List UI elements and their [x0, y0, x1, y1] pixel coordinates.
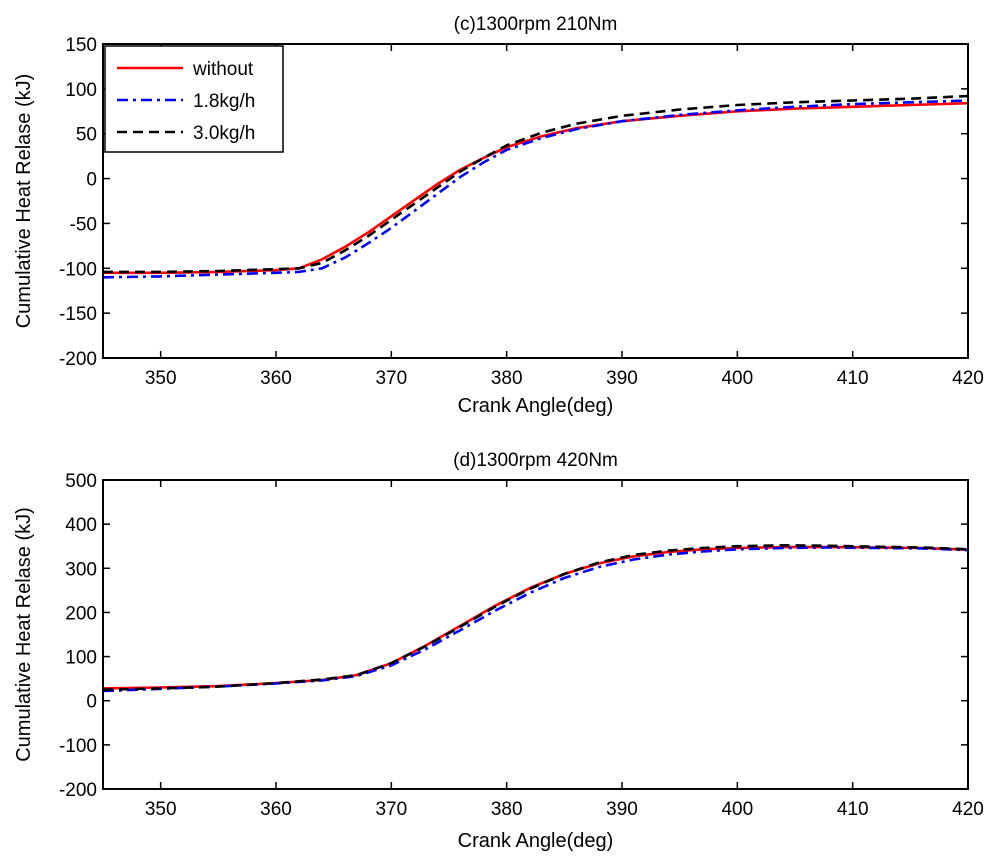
x-tick-label: 370: [375, 368, 407, 389]
series-line-0-0: [103, 101, 968, 275]
x-tick-label: 400: [721, 799, 753, 820]
chart-panel-0: 350 360 370 380 390 400 410 420 -200 -150 -100 -50 0…: [13, 14, 984, 417]
x-tick-label: 420: [952, 368, 984, 389]
chart-title: (d)1300rpm 420Nm: [453, 450, 618, 471]
series-line-1-2: [103, 544, 968, 691]
plot-frame: [102, 479, 969, 790]
y-tick-label: 100: [65, 648, 97, 669]
x-axis-label: Crank Angle(deg): [458, 395, 614, 417]
y-tick-label: 100: [65, 80, 97, 101]
legend-label-1: 1.8kg/h: [193, 91, 255, 112]
y-tick-label: 500: [65, 471, 97, 492]
x-tick-label: 360: [260, 799, 292, 820]
x-tick-label: 400: [721, 368, 753, 389]
y-tick-label: 200: [65, 603, 97, 624]
x-tick-label: 350: [145, 368, 177, 389]
y-axis-label: Cumulative Heat Relase (kJ): [13, 74, 35, 329]
y-tick-label: -150: [59, 304, 97, 325]
y-tick-label: 0: [86, 170, 97, 191]
chart-title: (c)1300rpm 210Nm: [454, 14, 618, 35]
plot-frame: [102, 43, 969, 359]
series-line-0-1: [103, 99, 968, 279]
legend-label-0: without: [192, 59, 254, 80]
y-tick-label: 150: [65, 35, 97, 56]
y-tick-label: -50: [70, 214, 97, 235]
legend: without 1.8kg/h 3.0kg/h: [104, 45, 284, 153]
y-tick-label: -200: [59, 780, 97, 801]
series-line-0-2: [103, 94, 968, 274]
x-tick-label: 420: [952, 799, 984, 820]
y-tick-label: -100: [59, 736, 97, 757]
x-axis-label: Crank Angle(deg): [458, 830, 614, 852]
x-tick-label: 380: [491, 368, 523, 389]
x-tick-label: 390: [606, 799, 638, 820]
plot-area: [103, 480, 968, 789]
y-tick-label: -200: [59, 349, 97, 370]
x-tick-label: 410: [837, 799, 869, 820]
x-tick-label: 350: [145, 799, 177, 820]
x-tick-label: 370: [375, 799, 407, 820]
x-tick-label: 410: [837, 368, 869, 389]
y-tick-label: 400: [65, 515, 97, 536]
legend-label-2: 3.0kg/h: [193, 123, 255, 144]
y-tick-label: 50: [76, 125, 97, 146]
y-tick-label: 300: [65, 559, 97, 580]
y-tick-label: 0: [86, 692, 97, 713]
x-tick-label: 390: [606, 368, 638, 389]
x-tick-label: 380: [491, 799, 523, 820]
x-tick-label: 360: [260, 368, 292, 389]
y-tick-label: -100: [59, 259, 97, 280]
chart-panel-1: 350 360 370 380 390 400 410 420 -200 -100 0 100 200 3…: [13, 450, 984, 852]
y-axis-label: Cumulative Heat Relase (kJ): [13, 507, 35, 762]
